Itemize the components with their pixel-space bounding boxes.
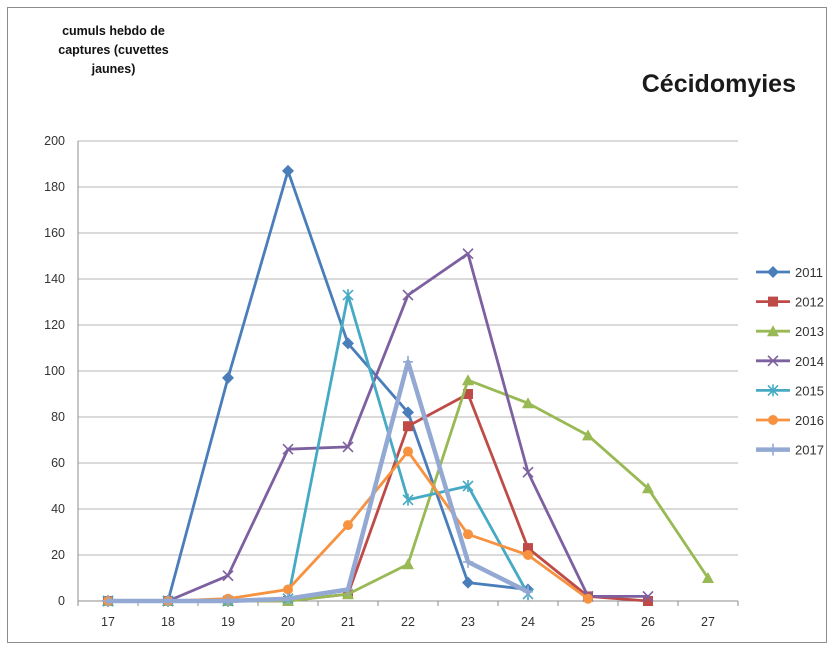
x-tick-label-22: 22	[401, 615, 415, 629]
point-2016-24	[523, 550, 533, 560]
legend-label-2016: 2016	[795, 413, 824, 428]
point-2011-20	[282, 164, 294, 177]
legend-label-2012: 2012	[795, 295, 824, 310]
point-2016-20	[283, 584, 293, 595]
point-2014-20	[282, 443, 294, 455]
legend-marker-2016	[768, 415, 778, 425]
point-2011-19	[222, 371, 234, 384]
y-tick-label-60: 60	[51, 456, 65, 470]
point-2014-23	[462, 248, 474, 260]
point-2015-22	[402, 493, 414, 506]
point-2014-26	[642, 590, 654, 602]
point-2017-21	[343, 583, 353, 596]
legend-marker-2017	[768, 443, 778, 456]
point-2017-19	[223, 595, 233, 607]
y-tick-label-0: 0	[58, 594, 65, 608]
x-tick-label-21: 21	[341, 615, 355, 629]
y-tick-label-80: 80	[51, 410, 65, 424]
point-2012-26	[643, 596, 653, 606]
legend-label-2013: 2013	[795, 324, 824, 339]
point-2017-17	[103, 595, 113, 607]
point-2016-25	[583, 593, 593, 604]
point-2017-23	[463, 555, 473, 568]
point-2014-24	[522, 466, 534, 478]
y-tick-label-120: 120	[44, 318, 65, 332]
x-tick-label-24: 24	[521, 615, 535, 629]
y-tick-label-100: 100	[44, 364, 65, 378]
point-2013-25	[582, 429, 594, 441]
legend-marker-2012	[768, 296, 778, 307]
point-2011-23	[462, 576, 474, 589]
point-2011-21	[342, 337, 354, 350]
legend-label-2017: 2017	[795, 443, 824, 458]
y-tick-label-40: 40	[51, 502, 65, 516]
point-2013-24	[522, 397, 534, 409]
x-tick-label-18: 18	[161, 615, 175, 629]
x-tick-label-27: 27	[701, 615, 715, 629]
point-2014-22	[402, 289, 414, 301]
x-tick-label-20: 20	[281, 615, 295, 629]
point-2015-23	[462, 480, 474, 492]
point-2012-24	[523, 543, 533, 554]
legend-marker-2013	[767, 325, 779, 337]
legend-label-2014: 2014	[795, 354, 824, 369]
point-2013-27	[702, 572, 714, 583]
point-2013-26	[642, 482, 654, 494]
point-2017-20	[283, 592, 293, 605]
point-2017-22	[403, 355, 413, 368]
point-2016-23	[463, 529, 473, 540]
point-2011-22	[402, 406, 414, 419]
series-line-2014	[106, 252, 650, 603]
y-tick-label-20: 20	[51, 548, 65, 562]
point-2017-24	[523, 585, 533, 598]
point-2014-19	[222, 570, 234, 582]
series-line-2017	[105, 359, 531, 604]
x-tick-label-19: 19	[221, 615, 235, 629]
point-2013-23	[462, 374, 474, 386]
x-tick-label-25: 25	[581, 615, 595, 629]
y-tick-label-140: 140	[44, 272, 65, 286]
y-axis-label: cumuls hebdo de captures (cuvettes jaune…	[58, 24, 169, 76]
legend-label-2011: 2011	[795, 265, 823, 280]
point-2017-18	[163, 595, 173, 607]
y-tick-label-180: 180	[44, 180, 65, 194]
x-tick-label-23: 23	[461, 615, 475, 629]
point-2016-22	[403, 446, 413, 457]
legend-marker-2011	[767, 266, 779, 278]
x-tick-label-26: 26	[641, 615, 655, 629]
y-tick-label-200: 200	[44, 134, 65, 148]
point-2012-22	[403, 421, 413, 432]
legend-marker-2014	[767, 355, 779, 367]
x-tick-label-17: 17	[101, 615, 115, 629]
point-2015-21	[342, 289, 354, 302]
point-2012-23	[463, 389, 473, 399]
point-2013-22	[402, 558, 414, 570]
point-2014-21	[342, 441, 354, 453]
y-tick-label-160: 160	[44, 226, 65, 240]
chart-title: Cécidomyies	[641, 70, 796, 98]
series-line-2011	[106, 169, 530, 603]
legend-marker-2015	[767, 384, 779, 397]
legend-label-2015: 2015	[795, 383, 824, 398]
point-2016-21	[343, 520, 353, 531]
